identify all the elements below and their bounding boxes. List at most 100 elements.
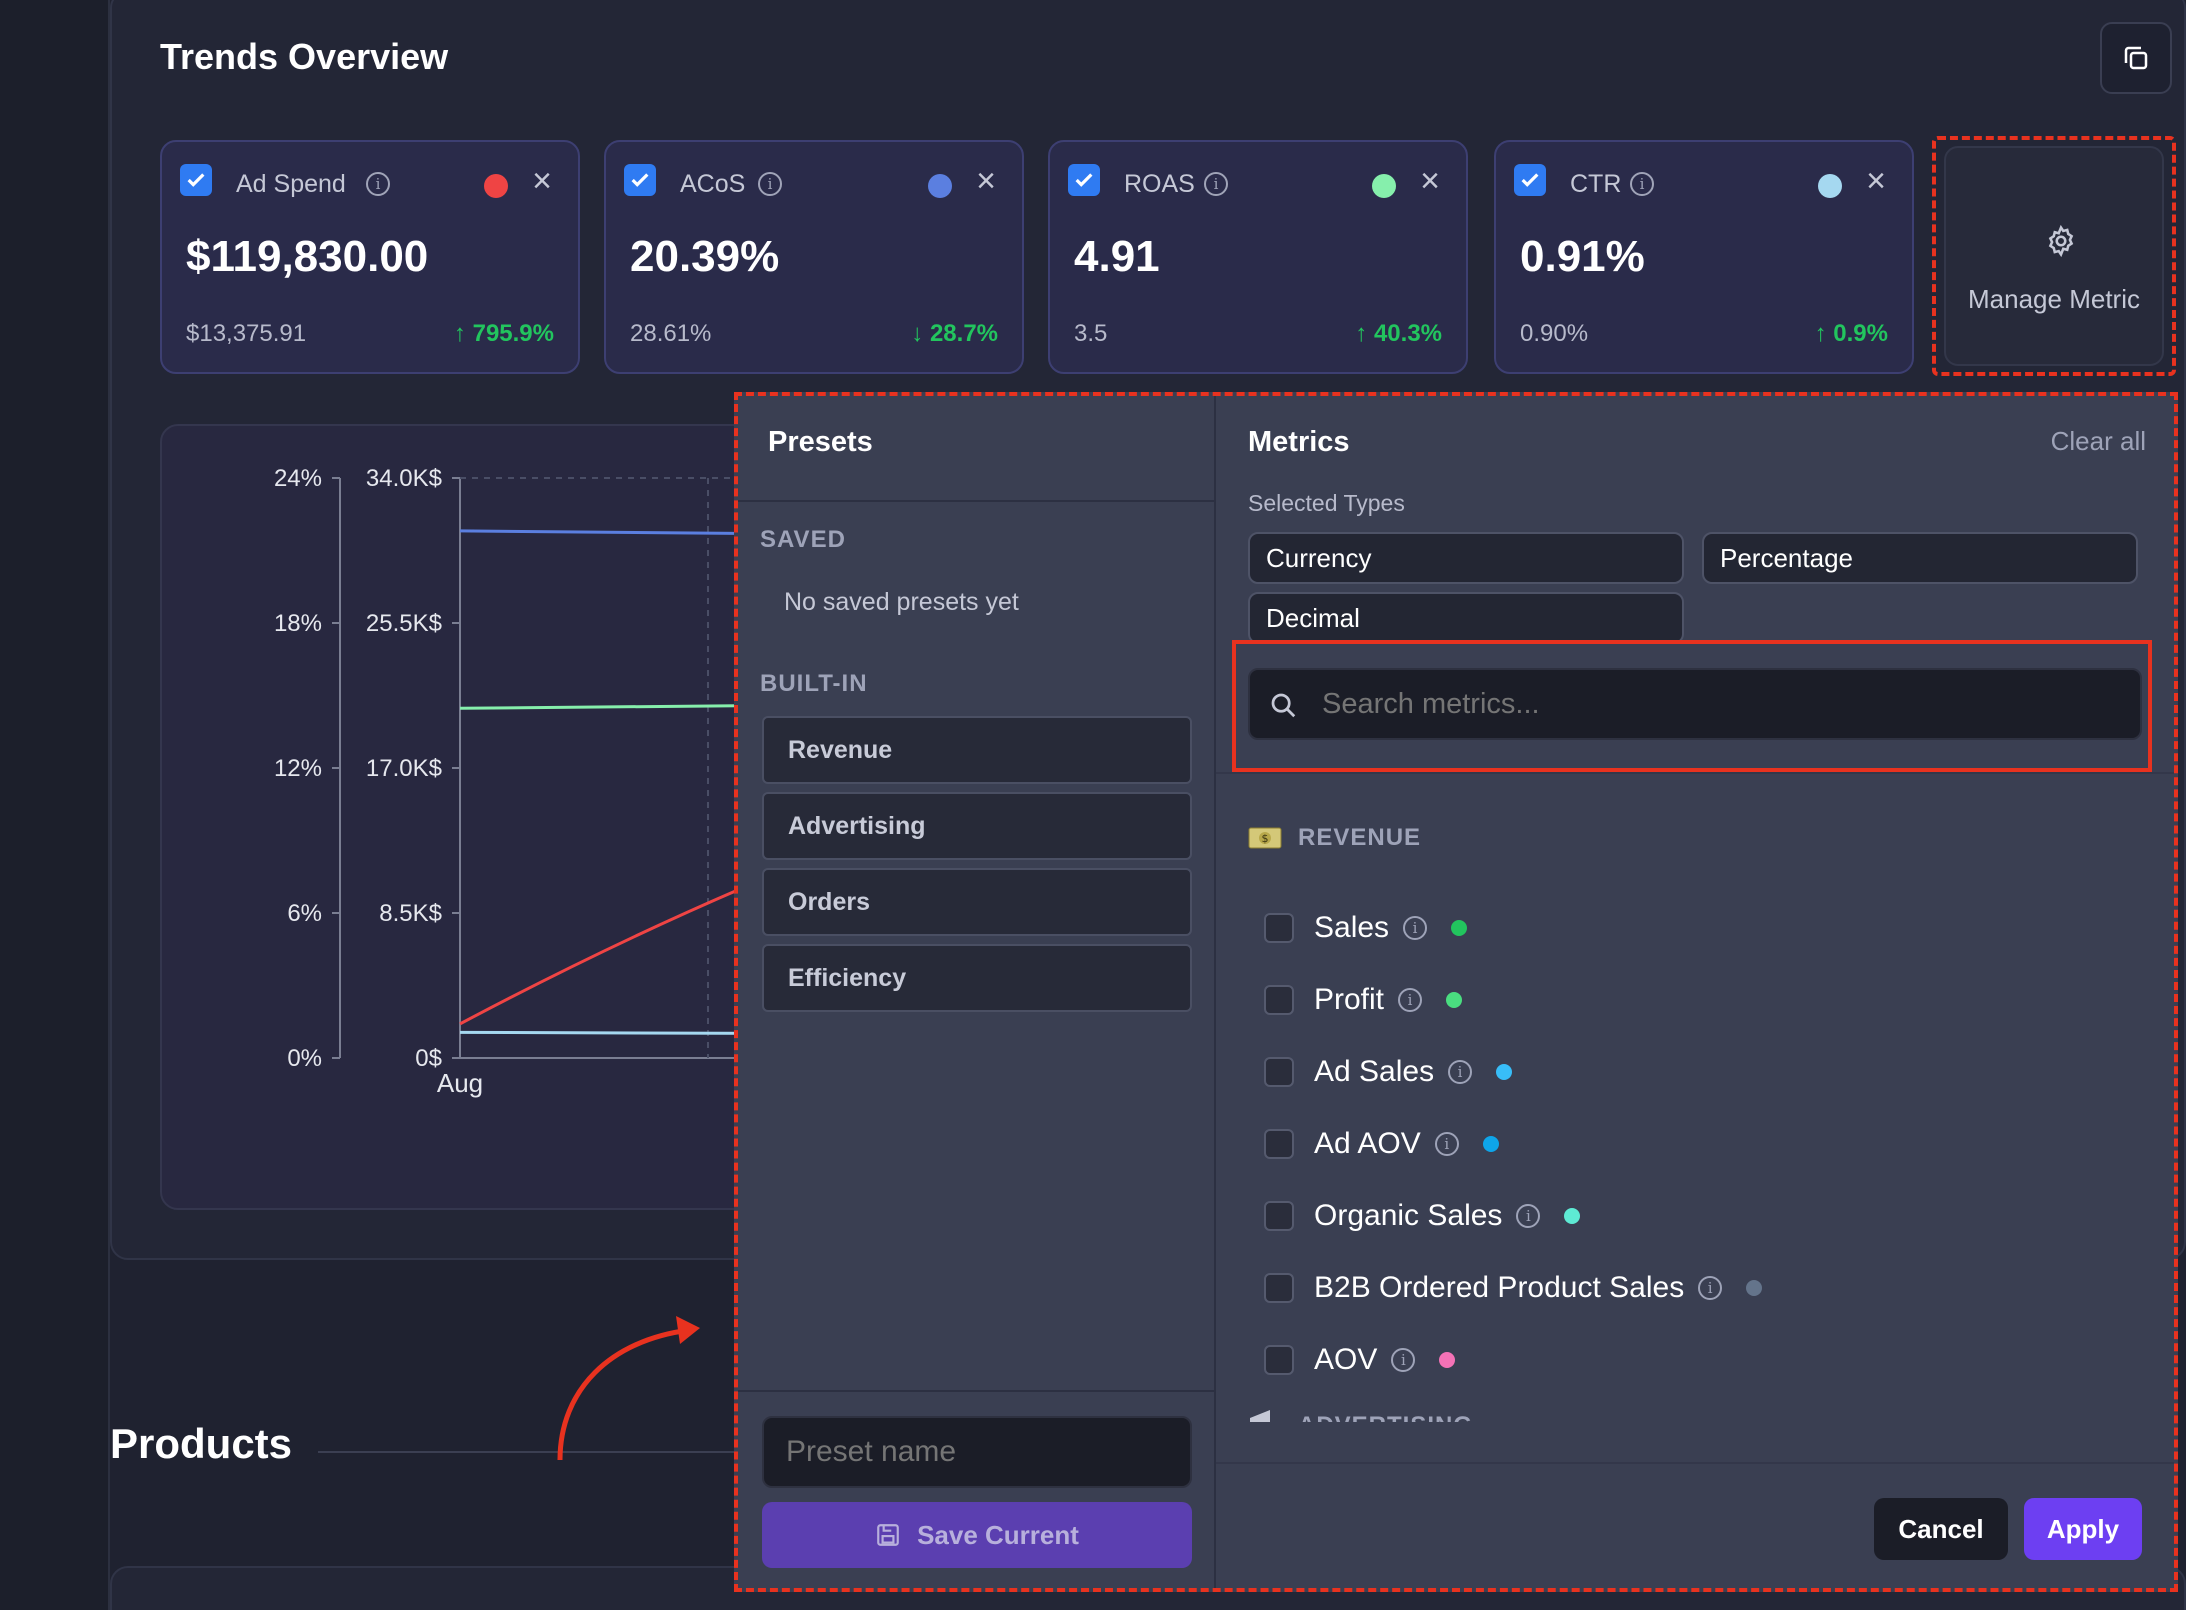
info-icon[interactable]: i [366, 172, 390, 196]
preset-revenue-button[interactable]: Revenue [762, 716, 1192, 784]
manage-metric-button[interactable]: Manage Metric [1932, 136, 2176, 376]
type-chip-percentage[interactable]: Percentage [1702, 532, 2138, 584]
preset-advertising-button[interactable]: Advertising [762, 792, 1192, 860]
products-divider [318, 1451, 738, 1453]
metric-card-checkbox[interactable] [180, 164, 212, 196]
metric-option-ad-sales[interactable]: Ad Sales i [1264, 1050, 1513, 1094]
search-highlight-annotation [1232, 640, 2152, 772]
manage-metric-label: Manage Metric [1968, 284, 2140, 314]
apply-button[interactable]: Apply [2024, 1498, 2142, 1560]
metric-option-label: AOV [1314, 1343, 1378, 1376]
info-icon[interactable]: i [1398, 988, 1423, 1012]
series-color-dot [1564, 1208, 1581, 1224]
metric-option-label: Profit [1314, 983, 1385, 1016]
copy-button[interactable] [2100, 22, 2172, 94]
metric-option-sales[interactable]: Sales i [1264, 906, 1468, 950]
preset-orders-button[interactable]: Orders [762, 868, 1192, 936]
metric-option-label: Ad AOV [1314, 1127, 1421, 1160]
metric-card-change: ↓ 28.7% [911, 320, 998, 347]
left-tick-label: 24% [274, 465, 322, 492]
metric-card-previous: 28.61% [630, 320, 712, 347]
search-divider [1216, 772, 2174, 774]
metric-card-label: CTR [1570, 170, 1622, 198]
metric-card-checkbox[interactable] [1068, 164, 1100, 196]
products-title: Products [110, 1420, 293, 1467]
metric-option-b2b-ordered-product-sales[interactable]: B2B Ordered Product Sales i [1264, 1266, 1763, 1310]
type-chip-decimal[interactable]: Decimal [1248, 592, 1684, 644]
save-icon [877, 1524, 899, 1546]
metric-option-label: Organic Sales [1314, 1199, 1503, 1232]
info-icon[interactable]: i [1516, 1204, 1541, 1228]
metric-card-roas[interactable]: ROAS i × 4.91 3.5 ↑ 40.3% [1048, 140, 1468, 374]
metric-card-value: 20.39% [630, 232, 780, 281]
metric-option-ad-aov[interactable]: Ad AOV i [1264, 1122, 1499, 1166]
metric-checkbox[interactable] [1264, 1129, 1294, 1159]
series-color-dot [1451, 920, 1468, 936]
right-tick-label: 17.0K$ [366, 755, 442, 782]
info-icon[interactable]: i [1698, 1276, 1723, 1300]
metric-card-label: ACoS [680, 170, 746, 198]
metrics-pane: Metrics Clear all Selected Types Currenc… [1216, 396, 2174, 1588]
close-icon[interactable]: × [1420, 162, 1440, 200]
metric-card-previous: 0.90% [1520, 320, 1589, 347]
info-icon[interactable]: i [1403, 916, 1428, 940]
metric-card-change: ↑ 0.9% [1814, 320, 1888, 347]
manage-metrics-dialog: Presets SAVED No saved presets yet BUILT… [734, 392, 2178, 1592]
metric-checkbox[interactable] [1264, 913, 1294, 943]
money-icon: $ [1248, 827, 1282, 849]
right-tick-label: 8.5K$ [379, 900, 442, 927]
presets-footer-divider [738, 1390, 1214, 1392]
info-icon[interactable]: i [1391, 1348, 1416, 1372]
clear-all-link[interactable]: Clear all [2050, 426, 2146, 456]
metric-checkbox[interactable] [1264, 1057, 1294, 1087]
metric-card-previous: $13,375.91 [186, 320, 307, 347]
info-icon[interactable]: i [758, 172, 782, 196]
checkmark-icon [187, 173, 205, 187]
svg-text:$: $ [1262, 832, 1269, 845]
checkmark-icon [1075, 173, 1093, 187]
close-icon[interactable]: × [1866, 162, 1886, 200]
cancel-button[interactable]: Cancel [1874, 1498, 2008, 1560]
presets-pane: Presets SAVED No saved presets yet BUILT… [738, 396, 1216, 1588]
x-tick-label: Aug [437, 1068, 483, 1098]
annotation-arrow-presets [557, 1316, 700, 1461]
search-field[interactable] [1248, 668, 2142, 740]
metric-checkbox[interactable] [1264, 1201, 1294, 1231]
info-icon[interactable]: i [1630, 172, 1654, 196]
search-input[interactable] [1322, 676, 2122, 732]
search-icon [1271, 693, 1296, 718]
info-icon[interactable]: i [1204, 172, 1228, 196]
metric-checkbox[interactable] [1264, 985, 1294, 1015]
metric-option-aov[interactable]: AOV i [1264, 1338, 1456, 1382]
info-icon[interactable]: i [1434, 1132, 1459, 1156]
metric-card-ad-spend[interactable]: Ad Spend i × $119,830.00 $13,375.91 ↑ 795.9% [160, 140, 580, 374]
type-chip-currency[interactable]: Currency [1248, 532, 1684, 584]
right-tick-label: 34.0K$ [366, 465, 442, 492]
saved-empty-text: No saved presets yet [784, 588, 1019, 616]
save-current-button[interactable]: Save Current [762, 1502, 1192, 1568]
info-icon[interactable]: i [1448, 1060, 1473, 1084]
left-tick-label: 18% [274, 610, 322, 637]
series-color-dot [1496, 1064, 1513, 1080]
metric-option-organic-sales[interactable]: Organic Sales i [1264, 1194, 1581, 1238]
gear-icon [2048, 224, 2074, 258]
metric-option-label: Sales [1314, 911, 1390, 944]
close-icon[interactable]: × [532, 162, 552, 200]
metric-card-change: ↑ 40.3% [1355, 320, 1442, 347]
presets-divider [738, 500, 1214, 502]
preset-efficiency-button[interactable]: Efficiency [762, 944, 1192, 1012]
close-icon[interactable]: × [976, 162, 996, 200]
metric-checkbox[interactable] [1264, 1345, 1294, 1375]
preset-name-input[interactable] [762, 1416, 1192, 1488]
metric-checkbox[interactable] [1264, 1273, 1294, 1303]
series-color-dot [928, 174, 952, 198]
metric-card-ctr[interactable]: CTR i × 0.91% 0.90% ↑ 0.9% [1494, 140, 1914, 374]
metric-card-checkbox[interactable] [624, 164, 656, 196]
selected-types-label: Selected Types [1248, 490, 1405, 516]
metric-card-checkbox[interactable] [1514, 164, 1546, 196]
metric-card-acos[interactable]: ACoS i × 20.39% 28.61% ↓ 28.7% [604, 140, 1024, 374]
checkmark-icon [631, 173, 649, 187]
page-title: Trends Overview [160, 36, 449, 77]
left-tick-label: 6% [287, 900, 322, 927]
metric-option-profit[interactable]: Profit i [1264, 978, 1463, 1022]
